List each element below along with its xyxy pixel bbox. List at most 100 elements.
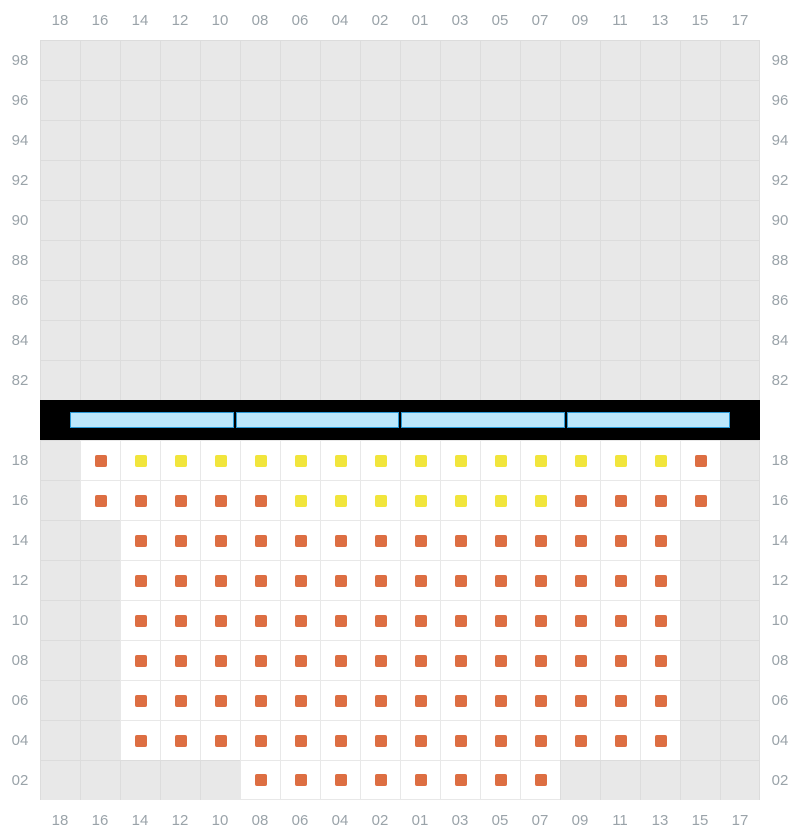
seat-cell[interactable] bbox=[240, 720, 280, 760]
seat-cell[interactable] bbox=[560, 560, 600, 600]
seat-cell[interactable] bbox=[560, 520, 600, 560]
seat-cell[interactable] bbox=[280, 520, 320, 560]
seat-cell[interactable] bbox=[400, 680, 440, 720]
seat-cell[interactable] bbox=[400, 640, 440, 680]
seat-cell[interactable] bbox=[360, 760, 400, 800]
seat-cell[interactable] bbox=[160, 640, 200, 680]
seat-cell[interactable] bbox=[160, 560, 200, 600]
seat-cell[interactable] bbox=[80, 480, 120, 520]
seat-cell[interactable] bbox=[200, 520, 240, 560]
seat-cell[interactable] bbox=[120, 640, 160, 680]
seat-cell[interactable] bbox=[240, 760, 280, 800]
seat-cell[interactable] bbox=[280, 640, 320, 680]
seat-cell[interactable] bbox=[360, 440, 400, 480]
seat-cell[interactable] bbox=[200, 600, 240, 640]
seat-cell[interactable] bbox=[480, 440, 520, 480]
seat-cell[interactable] bbox=[440, 560, 480, 600]
seat-cell[interactable] bbox=[320, 600, 360, 640]
seat-cell[interactable] bbox=[520, 520, 560, 560]
seat-cell[interactable] bbox=[440, 480, 480, 520]
seat-cell[interactable] bbox=[600, 560, 640, 600]
seat-cell[interactable] bbox=[520, 560, 560, 600]
seat-cell[interactable] bbox=[240, 520, 280, 560]
seat-cell[interactable] bbox=[280, 720, 320, 760]
seat-cell[interactable] bbox=[240, 640, 280, 680]
seat-cell[interactable] bbox=[560, 680, 600, 720]
seat-cell[interactable] bbox=[80, 440, 120, 480]
seat-cell[interactable] bbox=[280, 760, 320, 800]
seat-cell[interactable] bbox=[320, 560, 360, 600]
seat-cell[interactable] bbox=[480, 480, 520, 520]
seat-cell[interactable] bbox=[240, 480, 280, 520]
seat-cell[interactable] bbox=[320, 480, 360, 520]
seat-cell[interactable] bbox=[360, 640, 400, 680]
seat-cell[interactable] bbox=[560, 480, 600, 520]
seat-cell[interactable] bbox=[200, 440, 240, 480]
seat-cell[interactable] bbox=[360, 680, 400, 720]
seat-cell[interactable] bbox=[320, 640, 360, 680]
seat-cell[interactable] bbox=[160, 600, 200, 640]
seat-cell[interactable] bbox=[280, 440, 320, 480]
seat-cell[interactable] bbox=[560, 440, 600, 480]
seat-cell[interactable] bbox=[640, 640, 680, 680]
seat-cell[interactable] bbox=[560, 640, 600, 680]
seat-cell[interactable] bbox=[320, 440, 360, 480]
seat-cell[interactable] bbox=[600, 520, 640, 560]
seat-cell[interactable] bbox=[360, 720, 400, 760]
seat-cell[interactable] bbox=[600, 720, 640, 760]
seat-cell[interactable] bbox=[480, 720, 520, 760]
seat-cell[interactable] bbox=[120, 600, 160, 640]
seat-cell[interactable] bbox=[240, 600, 280, 640]
seat-cell[interactable] bbox=[400, 560, 440, 600]
seat-cell[interactable] bbox=[240, 560, 280, 600]
seat-cell[interactable] bbox=[640, 480, 680, 520]
seat-cell[interactable] bbox=[560, 720, 600, 760]
seat-cell[interactable] bbox=[640, 440, 680, 480]
seat-cell[interactable] bbox=[680, 440, 720, 480]
seat-cell[interactable] bbox=[160, 680, 200, 720]
seat-cell[interactable] bbox=[600, 480, 640, 520]
seat-cell[interactable] bbox=[400, 480, 440, 520]
seat-cell[interactable] bbox=[240, 440, 280, 480]
seat-cell[interactable] bbox=[520, 760, 560, 800]
seat-cell[interactable] bbox=[440, 760, 480, 800]
seat-cell[interactable] bbox=[640, 680, 680, 720]
seat-cell[interactable] bbox=[200, 480, 240, 520]
seat-cell[interactable] bbox=[240, 680, 280, 720]
seat-cell[interactable] bbox=[200, 680, 240, 720]
seat-cell[interactable] bbox=[360, 480, 400, 520]
seat-cell[interactable] bbox=[440, 600, 480, 640]
seat-cell[interactable] bbox=[400, 520, 440, 560]
seat-cell[interactable] bbox=[640, 720, 680, 760]
seat-cell[interactable] bbox=[480, 680, 520, 720]
seat-cell[interactable] bbox=[400, 440, 440, 480]
seat-cell[interactable] bbox=[480, 600, 520, 640]
seat-cell[interactable] bbox=[520, 720, 560, 760]
seat-cell[interactable] bbox=[160, 480, 200, 520]
seat-cell[interactable] bbox=[360, 520, 400, 560]
seat-cell[interactable] bbox=[640, 520, 680, 560]
seat-cell[interactable] bbox=[600, 600, 640, 640]
seat-cell[interactable] bbox=[440, 520, 480, 560]
seat-cell[interactable] bbox=[480, 560, 520, 600]
seat-cell[interactable] bbox=[600, 640, 640, 680]
seat-cell[interactable] bbox=[440, 640, 480, 680]
seat-cell[interactable] bbox=[360, 560, 400, 600]
seat-cell[interactable] bbox=[280, 680, 320, 720]
seat-cell[interactable] bbox=[160, 520, 200, 560]
seat-cell[interactable] bbox=[160, 720, 200, 760]
seat-cell[interactable] bbox=[640, 560, 680, 600]
seat-cell[interactable] bbox=[520, 480, 560, 520]
seat-cell[interactable] bbox=[120, 480, 160, 520]
seat-cell[interactable] bbox=[280, 480, 320, 520]
seat-cell[interactable] bbox=[360, 600, 400, 640]
seat-cell[interactable] bbox=[680, 480, 720, 520]
seat-cell[interactable] bbox=[480, 760, 520, 800]
seat-cell[interactable] bbox=[120, 720, 160, 760]
seat-cell[interactable] bbox=[440, 440, 480, 480]
seat-cell[interactable] bbox=[120, 440, 160, 480]
seat-cell[interactable] bbox=[480, 520, 520, 560]
seat-cell[interactable] bbox=[280, 560, 320, 600]
seat-cell[interactable] bbox=[520, 440, 560, 480]
seat-cell[interactable] bbox=[400, 600, 440, 640]
